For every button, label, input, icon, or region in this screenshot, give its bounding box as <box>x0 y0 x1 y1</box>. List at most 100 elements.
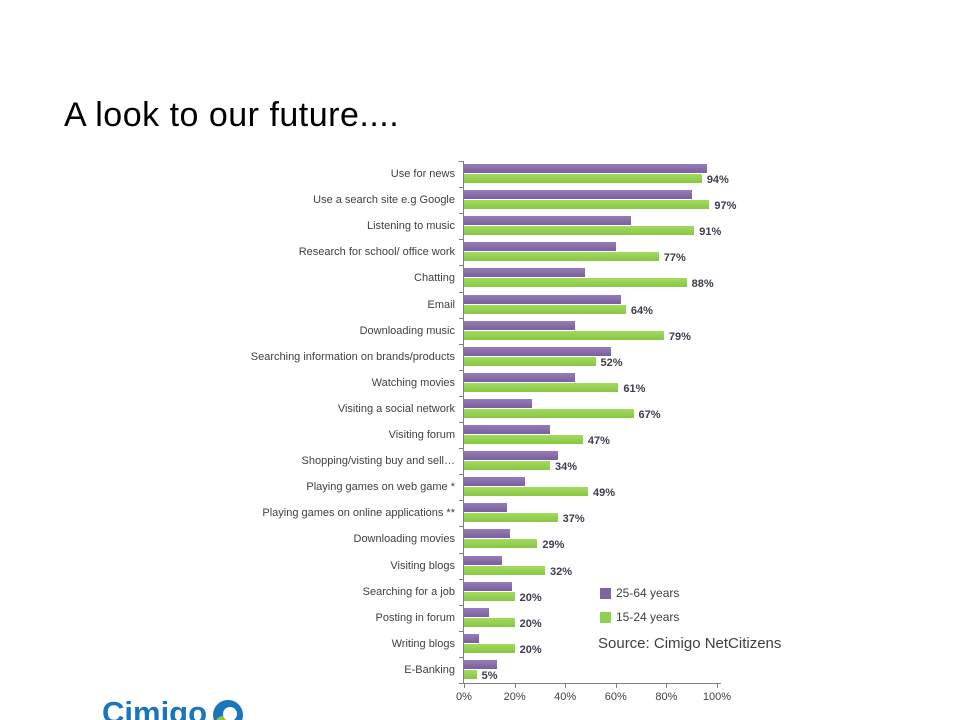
value-axis-tick <box>514 683 516 688</box>
chart-row: Visiting forum 47% <box>240 422 940 448</box>
chart-row: Research for school/ office work 77% <box>240 239 940 265</box>
value-label: 5% <box>481 669 498 682</box>
bar-15-24-years: 47% <box>464 435 610 447</box>
bar-15-24-years: 64% <box>464 304 653 316</box>
chart-row: Downloading music 79% <box>240 318 940 344</box>
chart-row: Searching for a job 20% <box>240 579 940 605</box>
bar-25-64-years <box>464 581 513 591</box>
chart-row: Writing blogs 20% <box>240 631 940 657</box>
bar-15-24-years: 20% <box>464 643 542 655</box>
category-axis-tick <box>459 605 464 606</box>
chart-row: E-Banking 5% <box>240 657 940 683</box>
bar-15-24-years: 52% <box>464 356 623 368</box>
value-label: 37% <box>562 513 585 526</box>
bar-group: 88% <box>464 265 717 291</box>
value-label: 94% <box>706 174 729 186</box>
category-label: Watching movies <box>371 376 455 389</box>
category-axis-tick <box>459 292 464 293</box>
category-label: Listening to music <box>366 220 455 233</box>
bar-group: 20% <box>464 631 717 657</box>
bar-25-64-years <box>464 425 551 434</box>
chart-legend: 25-64 years 15-24 years <box>600 581 679 629</box>
bar-25-64-years <box>464 503 507 513</box>
value-label: 29% <box>542 539 565 552</box>
category-axis-tick <box>459 344 464 345</box>
chart-row: Posting in forum 20% <box>240 605 940 631</box>
bar-25-64-years <box>464 190 692 200</box>
bar-group: 61% <box>464 370 717 396</box>
category-label: E-Banking <box>404 663 455 676</box>
category-axis-tick <box>459 161 464 162</box>
bar-15-24-years: 20% <box>464 591 542 603</box>
value-label: 77% <box>663 252 686 265</box>
value-label: 97% <box>714 200 737 213</box>
category-axis-tick <box>459 683 464 684</box>
chart-row: Playing games on online applications ** 3… <box>240 500 940 526</box>
category-label: Visiting a social network <box>337 402 455 415</box>
bar-group: 20% <box>464 579 717 605</box>
bar-15-24-years: 32% <box>464 565 572 577</box>
value-label: 47% <box>587 435 610 447</box>
chart-row: Visiting a social network 67% <box>240 396 940 422</box>
value-label: 34% <box>555 461 578 474</box>
bar-25-64-years <box>464 320 576 330</box>
value-label: 20% <box>519 591 542 604</box>
value-axis-tick-label: 40% <box>554 691 577 703</box>
chart-row: Searching information on brands/products… <box>240 344 940 370</box>
chart-row: Playing games on web game * 49% <box>240 474 940 500</box>
category-label: Posting in forum <box>375 611 455 624</box>
bar-15-24-years: 20% <box>464 617 542 629</box>
category-label: Email <box>427 298 455 311</box>
chart-row: Watching movies 61% <box>240 370 940 396</box>
category-axis-tick <box>459 500 464 501</box>
category-axis-tick <box>459 553 464 554</box>
category-label: Visiting forum <box>388 429 455 441</box>
bar-25-64-years <box>464 372 576 382</box>
value-label: 67% <box>638 408 661 421</box>
category-label: Visiting blogs <box>390 559 455 572</box>
bar-15-24-years: 5% <box>464 669 498 681</box>
bar-chart: Use for news 94% Use a search site e.g Goo… <box>240 161 940 720</box>
category-axis-tick <box>459 213 464 214</box>
bar-group: 52% <box>464 344 717 370</box>
value-label: 61% <box>623 382 646 395</box>
value-axis-tick <box>717 683 718 688</box>
category-label: Use a search site e.g Google <box>313 194 455 207</box>
bar-15-24-years: 79% <box>464 330 691 342</box>
bar-25-64-years <box>464 216 631 226</box>
chart-row: Listening to music 91% <box>240 213 940 239</box>
bar-15-24-years: 67% <box>464 408 661 420</box>
bar-25-64-years <box>464 346 611 356</box>
value-axis-tick <box>464 683 465 688</box>
bar-15-24-years: 34% <box>464 461 577 473</box>
bar-25-64-years <box>464 164 707 173</box>
chart-row: Chatting 88% <box>240 265 940 291</box>
legend-label-25-64: 25-64 years <box>616 586 680 600</box>
chart-row: Shopping/visting buy and sell… 34% <box>240 448 940 474</box>
category-axis-tick <box>459 396 464 397</box>
bar-15-24-years: 37% <box>464 513 585 525</box>
chart-row: Email 64% <box>240 292 940 318</box>
value-label: 91% <box>699 226 722 239</box>
category-axis-tick <box>459 526 464 527</box>
legend-item-25-64: 25-64 years <box>600 581 679 605</box>
bar-group: 94% <box>464 161 729 187</box>
category-axis-tick <box>459 474 464 475</box>
value-axis-tick-label: 60% <box>604 691 627 703</box>
category-label: Writing blogs <box>391 637 455 650</box>
category-label: Research for school/ office work <box>298 246 455 259</box>
bar-group: 77% <box>464 239 717 265</box>
category-label: Use for news <box>390 168 455 180</box>
value-label: 32% <box>549 565 572 578</box>
bar-15-24-years: 29% <box>464 539 564 551</box>
chart-row: Downloading movies 29% <box>240 526 940 552</box>
bar-15-24-years: 49% <box>464 487 615 499</box>
value-axis-tick-label: 100% <box>702 691 732 703</box>
source-note: Source: Cimigo NetCitizens <box>598 635 782 652</box>
value-label: 64% <box>630 304 653 317</box>
bar-25-64-years <box>464 633 480 643</box>
legend-swatch-25-64-icon <box>600 587 611 599</box>
bar-15-24-years: 88% <box>464 278 714 290</box>
legend-swatch-15-24-icon <box>600 611 611 623</box>
value-label: 52% <box>600 356 623 369</box>
